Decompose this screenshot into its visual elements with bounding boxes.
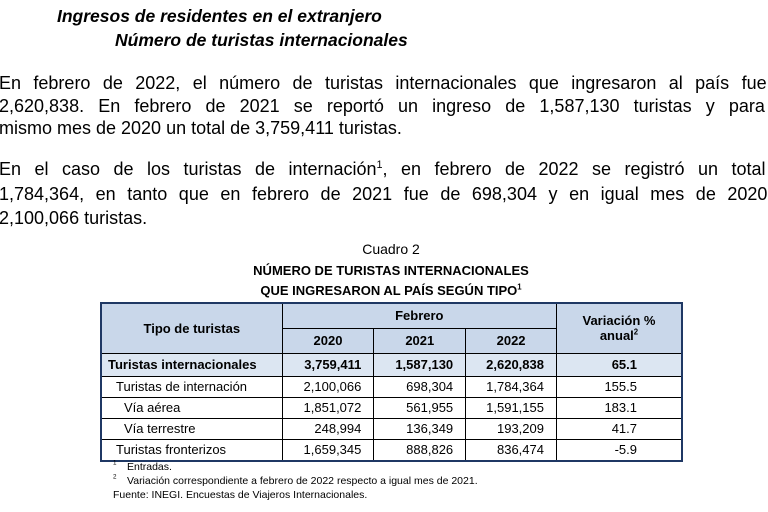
table-cell: 183.1 [555, 396, 683, 419]
table-cell: -5.9 [555, 438, 683, 461]
column-header: 2022 [465, 327, 557, 354]
paragraph-line: 2,620,838. En febrero de 2021 se reportó… [0, 96, 768, 116]
paragraph-line: En el caso de los turistas de internació… [0, 159, 768, 180]
footnote-ref: 1 [113, 459, 117, 467]
table-body: Turistas internacionales 3,759,411 1,587,1… [100, 352, 683, 461]
footnote: Entradas. [127, 461, 172, 473]
table-cell: 561,955 [373, 396, 467, 419]
row-label: Turistas fronterizos [100, 438, 283, 461]
table-cell: 2,620,838 [465, 352, 557, 377]
paragraph-line: 2,100,066 turistas. [0, 208, 148, 228]
table-cell: 698,304 [373, 375, 467, 398]
row-label: Vía aérea [100, 396, 283, 419]
table-cell: 1,587,130 [373, 352, 467, 377]
table-row: Turistas fronterizos 1,659,345 888,826 836,… [100, 438, 683, 461]
table-title: QUE INGRESARON AL PAÍS SEGÚN TIPO1 [100, 283, 682, 298]
table-cell: 2,100,066 [281, 375, 375, 398]
footnote-ref: 1 [517, 282, 522, 292]
table-cell: 1,851,072 [281, 396, 375, 419]
column-group-header: Febrero [281, 302, 557, 329]
table-cell: 155.5 [555, 375, 683, 398]
table-cell: 888,826 [373, 438, 467, 461]
paragraph-line: mismo mes de 2020 un total de 3,759,411 … [0, 118, 402, 138]
table-caption: Cuadro 2 [362, 241, 420, 257]
row-label: Turistas de internación [100, 375, 283, 398]
table-cell: 3,759,411 [281, 352, 375, 377]
table-cell: 65.1 [555, 352, 683, 377]
table-row: Turistas de internación 2,100,066 698,304 1… [100, 375, 683, 398]
paragraph-line: 1,784,364, en tanto que en febrero de 20… [0, 184, 768, 204]
table-cell: 193,209 [465, 417, 557, 440]
footnote-mark: 1 [113, 460, 117, 472]
table-row: Vía terrestre 248,994 136,349 193,209 41.7 [100, 417, 683, 440]
table-cell: 1,591,155 [465, 396, 557, 419]
text: , en febrero de 2022 se registró un tota… [382, 159, 768, 179]
table-cell: 1,784,364 [465, 375, 557, 398]
table-row: Vía aérea 1,851,072 561,955 1,591,155 183.1 [100, 396, 683, 419]
table-cell: 1,659,345 [281, 438, 375, 461]
footnote-ref: 2 [633, 327, 639, 337]
row-label: Turistas internacionales [100, 352, 283, 377]
data-table: Tipo de turistas Febrero Variación % anual2… [100, 302, 683, 462]
title: Ingresos de residentes en el extranjero [57, 6, 382, 26]
column-header: Variación % anual2 [555, 302, 683, 354]
footnote-mark: 2 [113, 474, 117, 486]
footnote-ref: 2 [113, 473, 117, 481]
table-cell: 41.7 [555, 417, 683, 440]
table-cell: 248,994 [281, 417, 375, 440]
source: Fuente: INEGI. Encuestas de Viajeros Int… [113, 489, 368, 501]
table-cell: 836,474 [465, 438, 557, 461]
footnote-ref: 1 [376, 159, 383, 171]
table-cell: 136,349 [373, 417, 467, 440]
text: En el caso de los turistas de internació… [0, 159, 377, 179]
subtitle: Número de turistas internacionales [115, 30, 408, 50]
footnote: Variación correspondiente a febrero de 2… [127, 475, 478, 487]
paragraph-line: En febrero de 2022, el número de turista… [0, 73, 768, 93]
text: anual [599, 328, 634, 344]
column-header: Tipo de turistas [100, 302, 283, 354]
row-label: Vía terrestre [100, 417, 283, 440]
column-header: 2020 [281, 327, 375, 354]
text: QUE INGRESARON AL PAÍS SEGÚN TIPO [260, 283, 518, 298]
table-row: Turistas internacionales 3,759,411 1,587,1… [100, 352, 683, 377]
table-title: NÚMERO DE TURISTAS INTERNACIONALES [253, 263, 529, 278]
column-header: 2021 [373, 327, 467, 354]
text: Variación % [582, 313, 656, 329]
